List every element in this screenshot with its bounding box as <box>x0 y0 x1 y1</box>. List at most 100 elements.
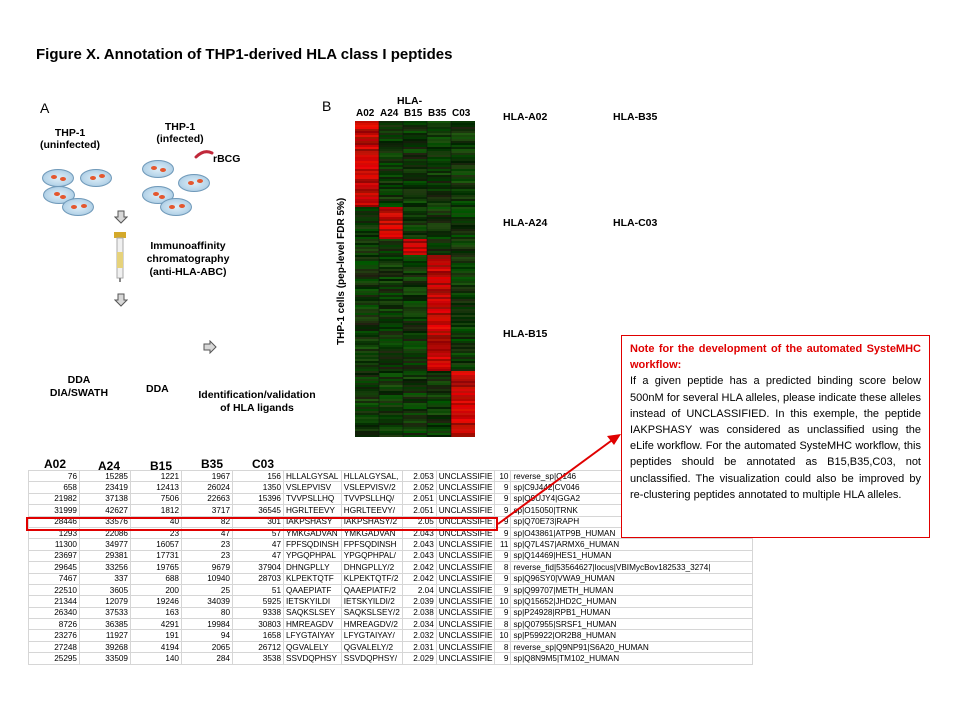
table-cell: FPFSQDINSH <box>283 538 342 551</box>
table-header-a02: A02 <box>44 457 67 471</box>
table-cell: sp|Q7L4S7|ARMX6_HUMAN <box>510 538 754 551</box>
table-cell: 9 <box>494 652 512 665</box>
dda-label: DDA <box>146 383 169 395</box>
table-cell: UNCLASSIFIE <box>435 606 496 620</box>
petri-dish-icon <box>178 174 210 192</box>
table-cell: 22510 <box>28 583 80 597</box>
table-cell: HGRLTEEVY <box>283 504 342 517</box>
table-cell: sp|Q07955|SRSF1_HUMAN <box>510 618 754 631</box>
table-cell: TVVPSLLHQ <box>283 492 342 506</box>
uninfected-label: THP-1 (uninfected) <box>39 127 101 151</box>
table-cell: 11 <box>494 538 512 551</box>
table-cell: 16057 <box>130 538 182 551</box>
identification-label: Identification/validation of HLA ligands <box>198 389 316 414</box>
table-cell: 658 <box>28 481 80 494</box>
table-cell: LFYGTAIYAY <box>283 629 342 642</box>
cluster-label-a24: HLA-A24 <box>503 217 548 229</box>
table-cell: 9 <box>494 606 512 620</box>
table-cell: 27248 <box>28 640 80 654</box>
table-cell: 30803 <box>232 618 284 631</box>
table-cell: sp|Q96SY0|VWA9_HUMAN <box>510 572 754 585</box>
table-cell: 2.029 <box>401 652 437 665</box>
table-cell: sp|Q15652|JHD2C_HUMAN <box>510 595 754 608</box>
table-cell: 3605 <box>79 583 131 597</box>
cluster-label-b15: HLA-B15 <box>503 328 548 340</box>
table-cell: VSLEPVISV <box>283 481 342 494</box>
table-cell: IETSKYILDI <box>283 595 342 608</box>
table-cell: UNCLASSIFIE <box>435 595 496 608</box>
table-cell: 25 <box>181 583 233 597</box>
callout-arrow <box>497 434 621 525</box>
hla-header: HLA- <box>397 95 423 107</box>
table-cell: 39268 <box>79 640 131 654</box>
table-cell: 4291 <box>130 618 182 631</box>
heatmap <box>355 121 475 437</box>
table-cell: 1658 <box>232 629 284 642</box>
table-cell: 337 <box>79 572 131 585</box>
table-cell: 9338 <box>232 606 284 620</box>
infected-label: THP-1 (infected) <box>156 121 204 145</box>
petri-dish-icon <box>62 198 94 216</box>
table-cell: VSLEPVISV/2 <box>340 481 403 494</box>
note-body: If a given peptide has a predicted bindi… <box>630 375 921 501</box>
table-cell: 11927 <box>79 629 131 642</box>
table-cell: 23419 <box>79 481 131 494</box>
table-cell: 688 <box>130 572 182 585</box>
table-cell: 2.043 <box>401 549 437 563</box>
table-cell: DHNGPLLY/2 <box>340 561 403 574</box>
table-cell: 23697 <box>28 549 80 563</box>
table-cell: UNCLASSIFIE <box>435 538 496 551</box>
table-cell: TVVPSLLHQ/ <box>340 492 403 506</box>
table-cell: reverse_fid|53564627|locus|VBIMycBov1825… <box>510 561 754 574</box>
table-cell: HMREAGDV <box>283 618 342 631</box>
table-cell: DHNGPLLY <box>283 561 342 574</box>
table-cell: LFYGTAIYAY/ <box>340 629 403 642</box>
petri-dish-icon <box>160 198 192 216</box>
heatmap-ylabel: THP-1 cells (pep-level FDR 5%) <box>336 197 347 345</box>
table-cell: UNCLASSIFIE <box>435 640 496 654</box>
table-cell: 8 <box>494 561 512 574</box>
development-note: Note for the development of the automate… <box>621 335 930 538</box>
rbcg-icon <box>194 150 214 159</box>
table-cell: 2.038 <box>401 606 437 620</box>
cluster-label-a02: HLA-A02 <box>503 111 548 123</box>
table-cell: sp|Q99707|METH_HUMAN <box>510 583 754 597</box>
table-cell: 31999 <box>28 504 80 517</box>
table-row: 25295 33509 140 284 3538 SSVDQPHSY SSVDQPHSY/2… <box>28 652 754 665</box>
table-row: 23276 11927 191 94 1658 LFYGTAIYAY LFYGTAIYAY/… <box>28 629 754 642</box>
table-cell: 51 <box>232 583 284 597</box>
heatmap-col-label: B15 <box>404 108 423 119</box>
table-cell: QAAEPIATF <box>283 583 342 597</box>
table-cell: 33509 <box>79 652 131 665</box>
table-header-c03: C03 <box>252 457 275 471</box>
table-cell: 8 <box>494 618 512 631</box>
immuno-label: Immunoaffinity chromatography (anti-HLA-… <box>146 240 230 278</box>
right-arrow-icon <box>203 340 217 354</box>
table-cell: HMREAGDV/2 <box>340 618 403 631</box>
table-cell: 23 <box>181 549 233 563</box>
table-cell: UNCLASSIFIE <box>435 481 496 494</box>
table-header-b15: B15 <box>150 459 173 473</box>
table-row: 22510 3605 200 25 51 QAAEPIATF QAAEPIATF/2 2.04… <box>28 583 754 597</box>
table-cell: 21982 <box>28 492 80 506</box>
table-cell: 2.04 <box>401 583 437 597</box>
table-row: 26340 37533 163 80 9338 SAQKSLSEY SAQKSLSEY/2 2… <box>28 606 754 620</box>
table-cell: 2.031 <box>401 640 437 654</box>
table-cell: 26712 <box>232 640 284 654</box>
table-cell: 12079 <box>79 595 131 608</box>
table-cell: YPGQPHPAL/ <box>340 549 403 563</box>
table-cell: QAAEPIATF/2 <box>340 583 403 597</box>
table-cell: 22663 <box>181 492 233 506</box>
table-cell: 1812 <box>130 504 182 517</box>
table-cell: 284 <box>181 652 233 665</box>
heatmap-col-label: B35 <box>428 108 447 119</box>
heatmap-col-label: C03 <box>452 108 471 119</box>
table-cell: 2.034 <box>401 618 437 631</box>
table-row: 21344 12079 19246 34039 5925 IETSKYILDI IETSKY… <box>28 595 754 608</box>
table-row: 7467 337 688 10940 28703 KLPEKTQTF KLPEKTQTF/2… <box>28 572 754 585</box>
table-cell: 8 <box>494 640 512 654</box>
table-header-a24: A24 <box>98 459 121 473</box>
table-cell: SAQKSLSEY/2 <box>340 606 403 620</box>
table-cell: 140 <box>130 652 182 665</box>
table-cell: sp|P59922|OR2B8_HUMAN <box>510 629 754 642</box>
